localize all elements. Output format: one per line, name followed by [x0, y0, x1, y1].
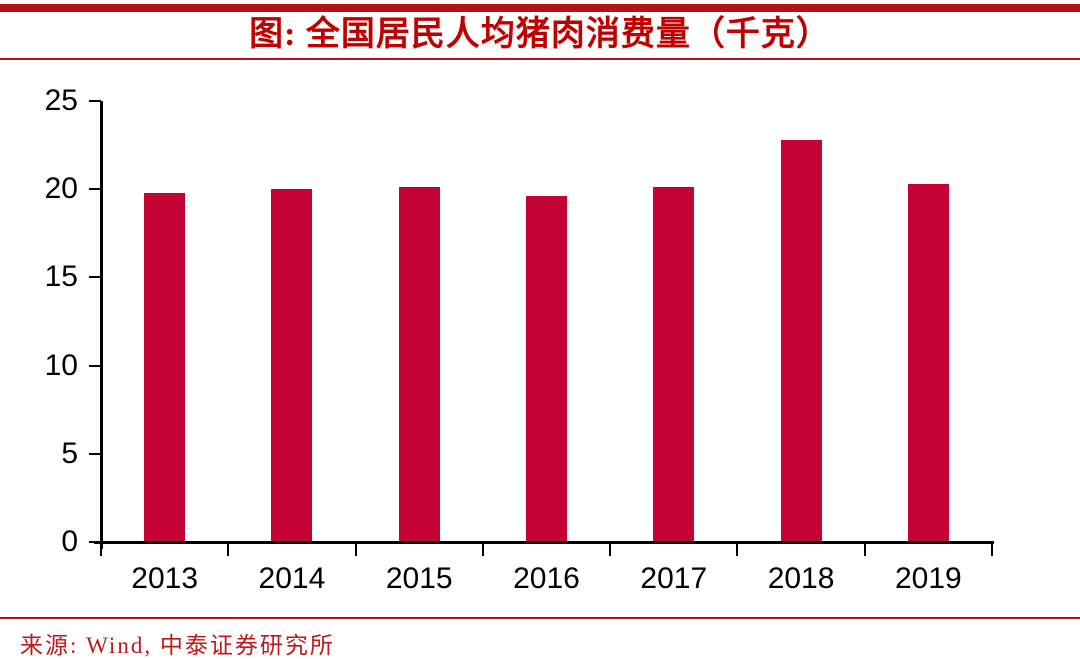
footer-divider-line	[0, 617, 1080, 619]
x-tick-label: 2019	[894, 562, 962, 595]
x-tick-label: 2014	[258, 562, 326, 595]
x-tick-label: 2018	[767, 562, 835, 595]
x-tick-mark	[736, 544, 739, 556]
x-tick-label: 2017	[640, 562, 708, 595]
y-tick-label: 25	[44, 84, 78, 117]
bar-2019	[907, 183, 949, 542]
y-tick-mark	[89, 452, 101, 455]
y-tick-label: 5	[61, 436, 78, 470]
y-tick-label: 0	[61, 525, 78, 558]
bar-2016	[526, 196, 567, 542]
bar-2018	[780, 139, 822, 542]
x-tick-mark	[863, 544, 866, 556]
bar-2014	[271, 189, 313, 542]
x-tick-mark	[227, 544, 230, 556]
title-divider-line	[0, 58, 1080, 60]
x-tick-mark	[481, 544, 484, 556]
x-axis-line	[94, 541, 994, 544]
bar-2017	[653, 187, 695, 542]
y-tick-mark	[89, 364, 101, 367]
y-tick-label: 20	[44, 172, 78, 206]
y-tick-label: 15	[44, 260, 78, 294]
y-tick-mark	[89, 188, 101, 191]
y-tick-label: 10	[44, 348, 78, 382]
source-note: 来源: Wind, 中泰证券研究所	[20, 633, 335, 658]
x-tick-label: 2016	[513, 562, 580, 595]
bar-2015	[398, 187, 440, 542]
top-accent-bar	[0, 4, 1080, 12]
y-tick-mark	[89, 276, 101, 279]
x-tick-label: 2015	[385, 562, 453, 595]
y-tick-mark	[89, 100, 101, 102]
x-tick-mark	[991, 544, 993, 556]
x-tick-mark	[354, 544, 357, 556]
chart-title: 图: 全国居民人均猪肉消费量（千克）	[249, 16, 831, 53]
x-tick-label: 2013	[131, 562, 199, 595]
x-tick-mark	[609, 544, 612, 556]
y-axis-line	[100, 101, 103, 549]
bar-chart: 0 5 10 15 20 25 2013 2014 2015 2016 2017 2018 2019	[0, 60, 1080, 610]
x-tick-mark	[100, 544, 102, 556]
bar-2013	[144, 192, 186, 542]
